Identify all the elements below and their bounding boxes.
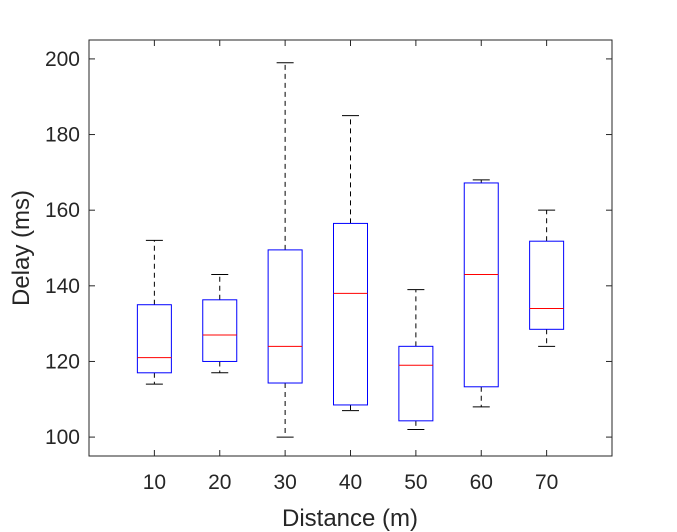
box-group-50 — [398, 289, 434, 431]
y-tick-label: 180 — [45, 124, 80, 147]
box-group-10 — [136, 239, 172, 385]
x-tick-label: 40 — [339, 471, 362, 494]
box — [267, 249, 303, 384]
x-tick-label: 50 — [404, 471, 427, 494]
box — [136, 304, 172, 374]
y-tick-label: 160 — [45, 199, 80, 222]
box — [333, 222, 368, 406]
x-tick-label: 30 — [273, 471, 296, 494]
x-tick-label: 10 — [143, 471, 166, 494]
y-tick-label: 140 — [45, 275, 80, 298]
box-group-70 — [529, 209, 565, 347]
plot-area — [136, 62, 565, 438]
axes-frame — [88, 39, 613, 457]
box — [202, 299, 238, 362]
box-group-60 — [463, 179, 499, 408]
box-group-30 — [267, 62, 303, 438]
axes: 100 120 140 160 180 200 10 20 30 40 50 60 70 — [45, 39, 613, 494]
box-group-40 — [333, 115, 368, 412]
box — [529, 240, 565, 330]
y-tick-label: 120 — [45, 350, 80, 373]
x-tick-label: 60 — [470, 471, 493, 494]
box-group-20 — [202, 273, 238, 374]
y-tick-label: 200 — [45, 48, 80, 71]
y-tick-label: 100 — [45, 426, 80, 449]
x-tick-label: 70 — [535, 471, 558, 494]
box — [398, 345, 434, 422]
x-tick-label: 20 — [208, 471, 231, 494]
y-axis-label: Delay (ms) — [8, 190, 35, 306]
box — [463, 182, 499, 388]
x-axis-label: Distance (m) — [282, 505, 418, 532]
